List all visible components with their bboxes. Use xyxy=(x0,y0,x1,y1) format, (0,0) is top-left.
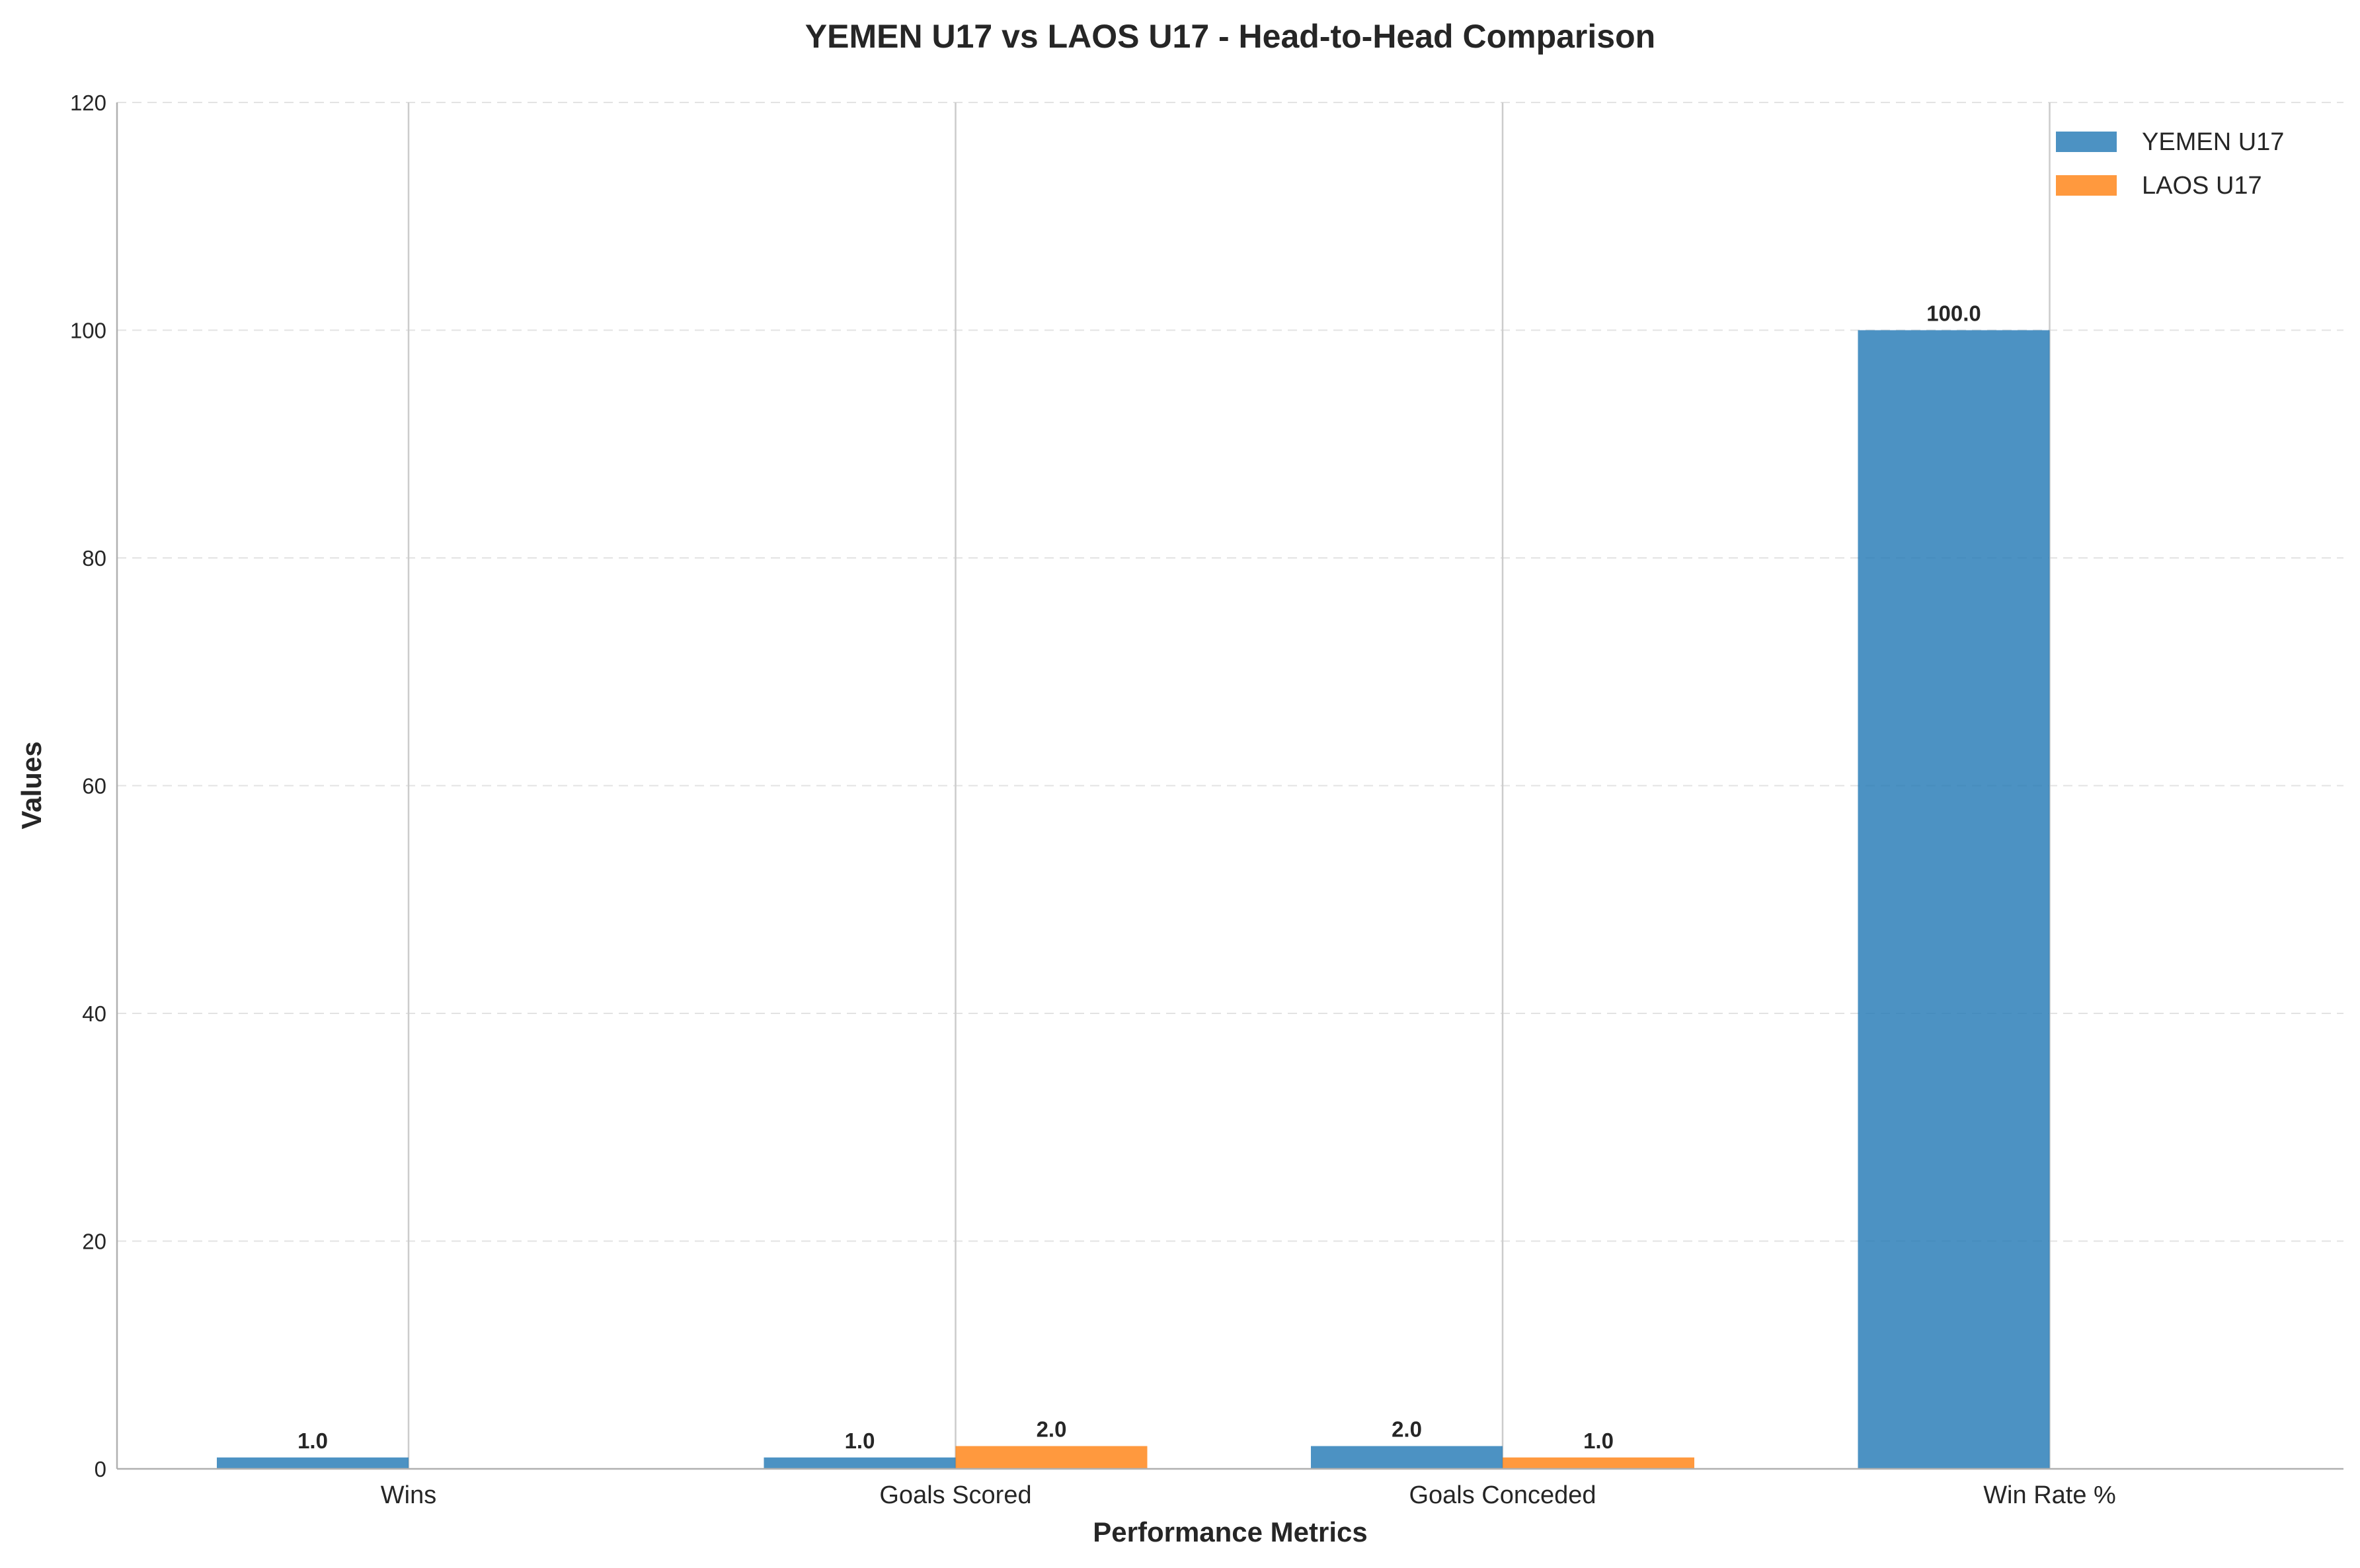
y-tick-label: 0 xyxy=(95,1457,106,1481)
bar-laos xyxy=(955,1446,1148,1469)
legend-label: LAOS U17 xyxy=(2142,172,2262,200)
bar-yemen xyxy=(764,1457,956,1469)
grid xyxy=(117,102,2343,1242)
y-tick-label: 60 xyxy=(82,774,106,799)
data-label: 2.0 xyxy=(1392,1417,1422,1442)
data-label: 1.0 xyxy=(1583,1429,1614,1453)
data-label: 1.0 xyxy=(297,1429,328,1453)
chart-title: YEMEN U17 vs LAOS U17 - Head-to-Head Com… xyxy=(805,18,1655,55)
legend-swatch xyxy=(2056,175,2117,196)
x-tick-label: Goals Scored xyxy=(879,1481,1031,1509)
y-axis-label: Values xyxy=(16,741,47,829)
y-tick-label: 40 xyxy=(82,1001,106,1026)
x-tick-label: Wins xyxy=(381,1481,436,1509)
data-label: 1.0 xyxy=(845,1429,875,1453)
x-ticks: Wins Goals Scored Goals Conceded Win Rate % xyxy=(381,1481,2116,1509)
bar-yemen xyxy=(217,1457,409,1469)
bar-yemen xyxy=(1858,330,2050,1469)
legend-label: YEMEN U17 xyxy=(2142,128,2284,156)
x-tick-label: Goals Conceded xyxy=(1409,1481,1596,1509)
y-tick-label: 20 xyxy=(82,1230,106,1254)
legend-swatch xyxy=(2056,132,2117,152)
y-tick-label: 120 xyxy=(70,91,106,115)
x-axis-label: Performance Metrics xyxy=(1093,1516,1368,1548)
legend: YEMEN U17 LAOS U17 xyxy=(2056,128,2284,200)
bar-laos xyxy=(1503,1457,1694,1469)
x-tick-label: Win Rate % xyxy=(1983,1481,2116,1509)
bars xyxy=(217,330,2050,1469)
data-label: 2.0 xyxy=(1037,1417,1067,1442)
bar-yemen xyxy=(1311,1446,1503,1469)
y-tick-label: 80 xyxy=(82,546,106,570)
y-ticks: 0 20 40 60 80 100 120 xyxy=(70,91,106,1481)
y-tick-label: 100 xyxy=(70,319,106,343)
bar-labels: 1.0 1.0 2.0 100.0 2.0 1.0 xyxy=(297,301,1981,1453)
data-label: 100.0 xyxy=(1926,301,1981,326)
